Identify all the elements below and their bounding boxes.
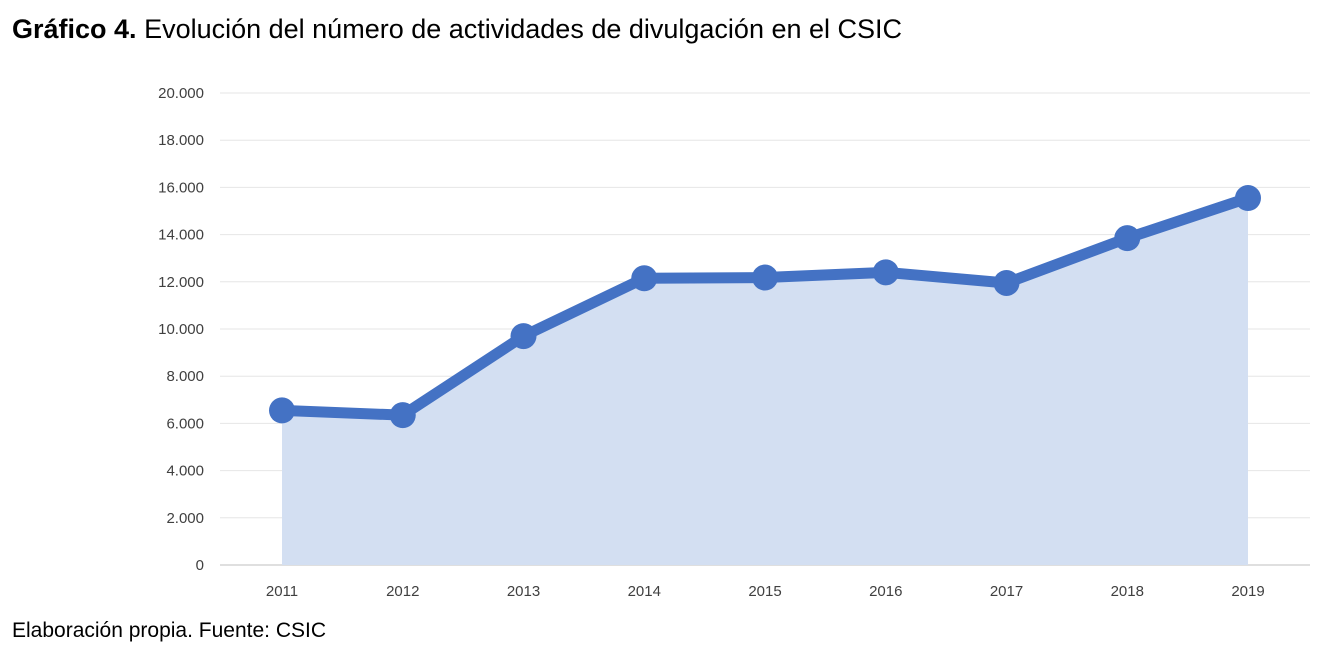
series-area xyxy=(282,198,1248,565)
data-point xyxy=(1114,225,1141,252)
y-tick-label: 0 xyxy=(196,557,204,574)
y-tick-label: 8.000 xyxy=(166,368,204,385)
y-tick-label: 10.000 xyxy=(158,321,204,338)
data-point xyxy=(389,402,416,429)
data-point xyxy=(269,397,295,424)
data-point xyxy=(631,265,658,292)
y-tick-label: 16.000 xyxy=(158,179,204,196)
data-point xyxy=(752,264,778,291)
y-tick-label: 2.000 xyxy=(166,510,204,527)
y-tick-label: 20.000 xyxy=(158,85,204,102)
x-tick-label: 2011 xyxy=(266,583,298,600)
source-note: Elaboración propia. Fuente: CSIC xyxy=(12,619,327,642)
x-tick-label: 2013 xyxy=(507,583,540,600)
x-tick-label: 2018 xyxy=(1111,583,1144,600)
x-tick-label: 2015 xyxy=(748,583,781,600)
data-point xyxy=(1235,185,1261,212)
y-tick-label: 14.000 xyxy=(158,227,204,244)
data-point xyxy=(510,323,537,350)
data-point xyxy=(872,259,899,286)
x-tick-label: 2012 xyxy=(386,583,419,600)
y-tick-label: 12.000 xyxy=(158,274,204,291)
x-tick-label: 2016 xyxy=(869,583,902,600)
data-point xyxy=(993,269,1020,296)
chart-title-prefix: Gráfico 4. xyxy=(12,14,137,44)
y-tick-label: 4.000 xyxy=(166,463,204,480)
y-tick-label: 6.000 xyxy=(166,415,204,432)
chart-title: Gráfico 4. Evolución del número de activ… xyxy=(12,14,902,45)
x-tick-label: 2019 xyxy=(1231,583,1264,600)
x-tick-label: 2014 xyxy=(628,583,661,600)
y-tick-label: 18.000 xyxy=(158,132,204,149)
x-tick-label: 2017 xyxy=(990,583,1023,600)
chart-title-text: Evolución del número de actividades de d… xyxy=(144,14,903,44)
